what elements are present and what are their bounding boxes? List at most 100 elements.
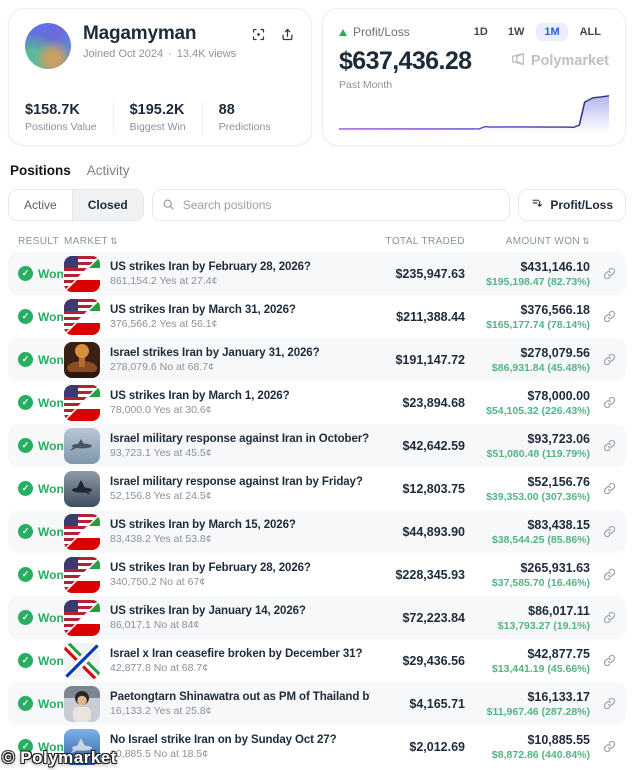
header-result: RESULT	[18, 236, 60, 247]
position-row[interactable]: ✓ Won Israel military response against I…	[8, 424, 626, 467]
check-circle-icon: ✓	[18, 524, 33, 539]
check-circle-icon: ✓	[18, 696, 33, 711]
market-image-us-iran	[64, 299, 100, 335]
result-badge: ✓ Won	[18, 481, 64, 496]
profile-name: Magamyman	[83, 23, 197, 44]
polymarket-watermark: Polymarket	[510, 51, 609, 71]
copy-link-icon[interactable]	[590, 568, 616, 581]
header-amount-won[interactable]: AMOUNT WON ⇅	[505, 236, 590, 247]
check-circle-icon: ✓	[18, 438, 33, 453]
market-position-detail: 86,017.1 No at 84¢	[110, 618, 200, 631]
sort-icon: ⇅	[110, 236, 119, 246]
market-title: No Israel strike Iran on by Sunday Oct 2…	[110, 733, 337, 746]
copy-link-icon[interactable]	[590, 740, 616, 753]
header-market[interactable]: MARKET ⇅	[64, 236, 119, 247]
range-button-1w[interactable]: 1W	[507, 26, 525, 38]
segment-closed[interactable]: Closed	[71, 190, 143, 220]
copy-link-icon[interactable]	[590, 482, 616, 495]
share-icon[interactable]	[280, 27, 295, 42]
polymarket-logo-icon	[510, 51, 526, 71]
position-row[interactable]: ✓ Won No Israel strike Iran on by Sunday…	[8, 725, 626, 768]
copy-link-icon[interactable]	[590, 525, 616, 538]
total-traded-cell: $44,893.90	[402, 524, 465, 539]
market-title: Paetongtarn Shinawatra out as PM of Thai…	[110, 690, 370, 703]
pnl-amount: $637,436.28	[339, 47, 472, 75]
scan-icon[interactable]	[251, 27, 266, 42]
total-traded-cell: $12,803.75	[402, 481, 465, 496]
market-cell: US strikes Iran by February 28, 2026? 86…	[110, 261, 370, 287]
result-badge: ✓ Won	[18, 266, 64, 281]
search-input[interactable]	[151, 189, 511, 221]
market-title: Israel military response against Iran in…	[110, 432, 370, 445]
table-header: RESULT MARKET ⇅ TOTAL TRADED AMOUNT WON ⇅	[8, 236, 626, 247]
market-image-us-iran	[64, 557, 100, 593]
market-image-crossed-flags	[64, 643, 100, 679]
copy-link-icon[interactable]	[590, 611, 616, 624]
copy-link-icon[interactable]	[590, 697, 616, 710]
amount-won-cell: $431,146.10 $195,198.47 (82.73%)	[486, 259, 590, 288]
amount-won-cell: $10,885.55 $8,872.86 (440.84%)	[491, 732, 590, 761]
total-traded-cell: $191,147.72	[395, 352, 465, 367]
amount-won-cell: $265,931.63 $37,585.70 (16.46%)	[491, 560, 590, 589]
market-cell: US strikes Iran by March 1, 2026? 78,000…	[110, 390, 370, 416]
position-row[interactable]: ✓ Won US strikes Iran by January 14, 202…	[8, 596, 626, 639]
positions-table: ✓ Won US strikes Iran by February 28, 20…	[8, 252, 626, 768]
market-cell: Israel military response against Iran in…	[110, 433, 370, 459]
amount-won-cell: $376,566.18 $165,177.74 (78.14%)	[486, 302, 590, 331]
check-circle-icon: ✓	[18, 567, 33, 582]
result-badge: ✓ Won	[18, 395, 64, 410]
position-row[interactable]: ✓ Won Paetongtarn Shinawatra out as PM o…	[8, 682, 626, 725]
check-circle-icon: ✓	[18, 481, 33, 496]
segment-active[interactable]: Active	[24, 198, 57, 212]
position-row[interactable]: ✓ Won Israel military response against I…	[8, 467, 626, 510]
amount-won-cell: $278,079.56 $86,931.84 (45.48%)	[491, 345, 590, 374]
market-image-explosion	[64, 342, 100, 378]
market-position-detail: 83,438.2 Yes at 53.8¢	[110, 532, 212, 545]
position-row[interactable]: ✓ Won US strikes Iran by February 28, 20…	[8, 553, 626, 596]
market-title: US strikes Iran by January 14, 2026?	[110, 604, 306, 617]
amount-won-cell: $86,017.11 $13,793.27 (19.1%)	[497, 603, 590, 632]
position-row[interactable]: ✓ Won US strikes Iran by March 31, 2026?…	[8, 295, 626, 338]
market-title: Israel x Iran ceasefire broken by Decemb…	[110, 647, 363, 660]
total-traded-cell: $2,012.69	[409, 739, 465, 754]
result-badge: ✓ Won	[18, 352, 64, 367]
copy-link-icon[interactable]	[590, 353, 616, 366]
profit-loss-sort-button[interactable]: Profit/Loss	[518, 189, 626, 221]
copy-link-icon[interactable]	[590, 310, 616, 323]
copy-link-icon[interactable]	[590, 396, 616, 409]
profit-up-icon	[339, 28, 347, 36]
search-icon	[163, 199, 174, 210]
copy-link-icon[interactable]	[590, 267, 616, 280]
position-row[interactable]: ✓ Won Israel x Iran ceasefire broken by …	[8, 639, 626, 682]
range-button-1d[interactable]: 1D	[473, 26, 488, 38]
market-cell: Paetongtarn Shinawatra out as PM of Thai…	[110, 691, 370, 717]
pnl-chart	[339, 95, 609, 133]
avatar	[25, 23, 71, 69]
result-badge: ✓ Won	[18, 438, 64, 453]
position-row[interactable]: ✓ Won US strikes Iran by March 15, 2026?…	[8, 510, 626, 553]
stat-positions-value: $158.7K Positions Value	[25, 102, 97, 133]
range-button-all[interactable]: ALL	[579, 26, 601, 38]
check-circle-icon: ✓	[18, 610, 33, 625]
total-traded-cell: $42,642.59	[402, 438, 465, 453]
copy-link-icon[interactable]	[590, 654, 616, 667]
tab-positions[interactable]: Positions	[10, 163, 71, 178]
total-traded-cell: $29,436.56	[402, 653, 465, 668]
market-position-detail: 10,885.5 No at 18.5¢	[110, 747, 209, 760]
amount-won-cell: $16,133.17 $11,967.46 (287.28%)	[486, 689, 590, 718]
tab-activity[interactable]: Activity	[86, 163, 130, 178]
position-row[interactable]: ✓ Won US strikes Iran by February 28, 20…	[8, 252, 626, 295]
result-badge: ✓ Won	[18, 696, 64, 711]
header-total-traded: TOTAL TRADED	[385, 236, 465, 247]
market-cell: US strikes Iran by February 28, 2026? 34…	[110, 562, 370, 588]
range-button-1m[interactable]: 1M	[536, 23, 568, 41]
market-title: Israel military response against Iran by…	[110, 475, 363, 488]
market-position-detail: 861,154.2 Yes at 27.4¢	[110, 274, 218, 287]
market-position-detail: 42,877.8 No at 68.7¢	[110, 661, 209, 674]
market-cell: US strikes Iran by January 14, 2026? 86,…	[110, 605, 370, 631]
position-row[interactable]: ✓ Won Israel strikes Iran by January 31,…	[8, 338, 626, 381]
position-row[interactable]: ✓ Won US strikes Iran by March 1, 2026? …	[8, 381, 626, 424]
amount-won-cell: $83,438.15 $38,544.25 (85.86%)	[491, 517, 590, 546]
market-position-detail: 93,723.1 Yes at 45.5¢	[110, 446, 212, 459]
copy-link-icon[interactable]	[590, 439, 616, 452]
